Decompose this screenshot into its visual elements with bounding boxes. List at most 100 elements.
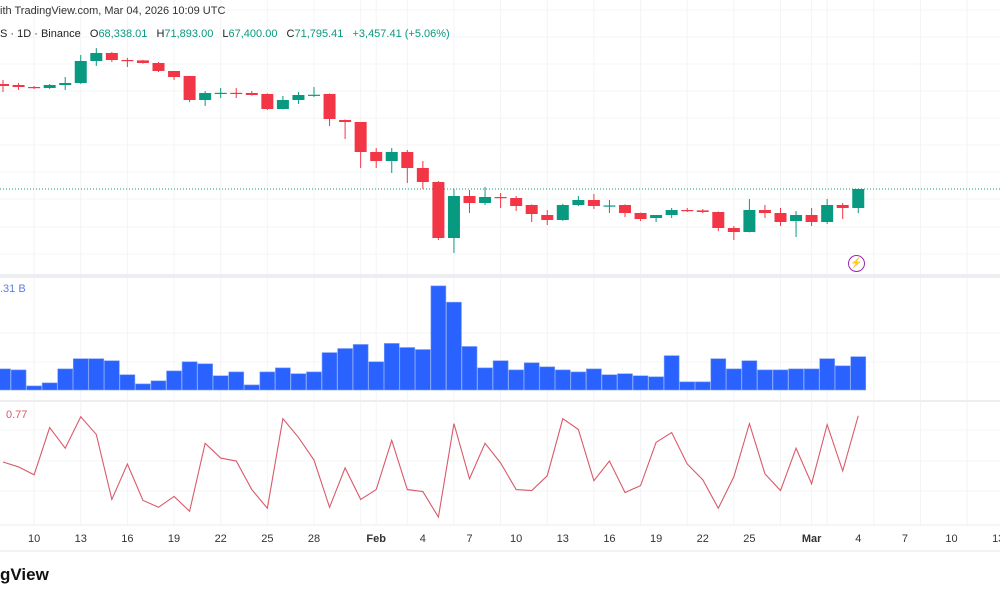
volume-bar xyxy=(539,366,556,391)
indicator-value-label: 0.77 xyxy=(6,409,28,421)
volume-bar xyxy=(259,371,276,391)
candle-body xyxy=(758,210,771,213)
high-key: H xyxy=(156,28,165,40)
candle xyxy=(199,91,212,106)
candle xyxy=(401,150,414,183)
candle-body xyxy=(43,85,56,88)
volume-bar xyxy=(461,346,478,391)
volume-bar xyxy=(104,360,120,391)
volume-bar xyxy=(757,369,773,391)
close-value: 71,795.41 xyxy=(294,28,344,40)
candle xyxy=(774,208,787,226)
time-axis-tick: 19 xyxy=(649,533,663,545)
candle xyxy=(168,70,181,80)
volume-bar xyxy=(135,383,151,391)
volume-bar xyxy=(10,369,27,391)
time-axis-tick: 25 xyxy=(261,533,274,545)
candle-body xyxy=(12,85,25,87)
candle-body xyxy=(587,200,600,206)
volume-bar xyxy=(119,374,136,391)
volume-bar xyxy=(290,373,307,391)
candle-body xyxy=(308,94,320,96)
volume-bar xyxy=(477,367,493,391)
candle xyxy=(665,208,678,218)
candle-body xyxy=(136,60,149,63)
candle-body xyxy=(152,63,165,71)
volume-value-label: .31 B xyxy=(0,283,26,295)
volume-bar xyxy=(601,374,618,391)
time-axis-tick: 4 xyxy=(419,533,426,545)
candle-body xyxy=(696,210,709,212)
volume-bar xyxy=(803,368,820,391)
grid-lines xyxy=(0,0,1000,525)
volume-bar xyxy=(197,363,213,391)
low-key: L xyxy=(222,28,229,40)
candle-body xyxy=(479,197,492,203)
candle-body xyxy=(494,197,507,199)
lightning-icon[interactable]: ⚡ xyxy=(848,255,865,272)
candle xyxy=(790,211,803,237)
candle xyxy=(323,93,336,126)
time-axis-tick: 13 xyxy=(74,533,87,545)
volume-bar xyxy=(663,355,680,391)
volume-bar xyxy=(321,352,338,391)
candle xyxy=(136,59,149,64)
volume-bar xyxy=(834,365,851,391)
candle-body xyxy=(401,152,414,168)
volume-bar xyxy=(679,381,696,391)
candle-body xyxy=(168,71,181,77)
volume-bar xyxy=(523,362,540,391)
symbol-info[interactable]: S · 1D · Binance xyxy=(0,28,81,40)
candle xyxy=(308,87,320,97)
volume-bar xyxy=(41,382,58,391)
candle xyxy=(90,48,103,66)
time-axis-tick: 13 xyxy=(556,533,569,545)
indicator-line xyxy=(2,415,859,519)
candle xyxy=(712,211,725,231)
candle-body xyxy=(370,152,383,161)
volume-bar xyxy=(632,375,649,391)
candle-body xyxy=(743,210,756,232)
volume-bars xyxy=(0,285,867,391)
candle xyxy=(805,208,818,226)
candle xyxy=(354,121,367,168)
candle xyxy=(59,77,72,90)
candle xyxy=(603,200,616,213)
time-axis-tick: 28 xyxy=(307,533,321,545)
candle xyxy=(836,203,849,219)
candle-body xyxy=(416,168,429,182)
time-axis-tick: 7 xyxy=(466,533,473,545)
candle-body xyxy=(463,196,476,203)
volume-bar xyxy=(492,360,509,391)
candle-body xyxy=(852,188,865,208)
candle xyxy=(447,189,460,253)
volume-bar xyxy=(617,373,633,391)
volume-bar xyxy=(586,368,602,391)
candle-body xyxy=(525,205,538,214)
time-axis-tick: Mar xyxy=(801,533,822,545)
candle-body xyxy=(805,215,818,222)
candle-body xyxy=(774,213,787,222)
tradingview-logo[interactable]: gView xyxy=(0,565,49,584)
volume-bar xyxy=(772,369,789,391)
candle-body xyxy=(74,61,87,83)
volume-bar xyxy=(72,358,89,391)
time-axis-tick: 13 xyxy=(992,533,1000,545)
candle-body xyxy=(214,92,227,95)
volume-bar xyxy=(819,358,835,391)
candle xyxy=(370,148,383,168)
candle xyxy=(727,226,740,240)
volume-bar xyxy=(26,385,42,391)
candle-body xyxy=(28,87,41,89)
volume-bar xyxy=(244,384,260,391)
candle xyxy=(12,83,25,90)
volume-bar xyxy=(166,370,182,391)
candle-body xyxy=(276,100,289,109)
candle xyxy=(556,203,569,221)
candle-body xyxy=(261,94,274,109)
candle xyxy=(183,75,196,103)
candle xyxy=(43,84,56,89)
candle-body xyxy=(821,205,834,222)
candle-body xyxy=(603,205,616,207)
